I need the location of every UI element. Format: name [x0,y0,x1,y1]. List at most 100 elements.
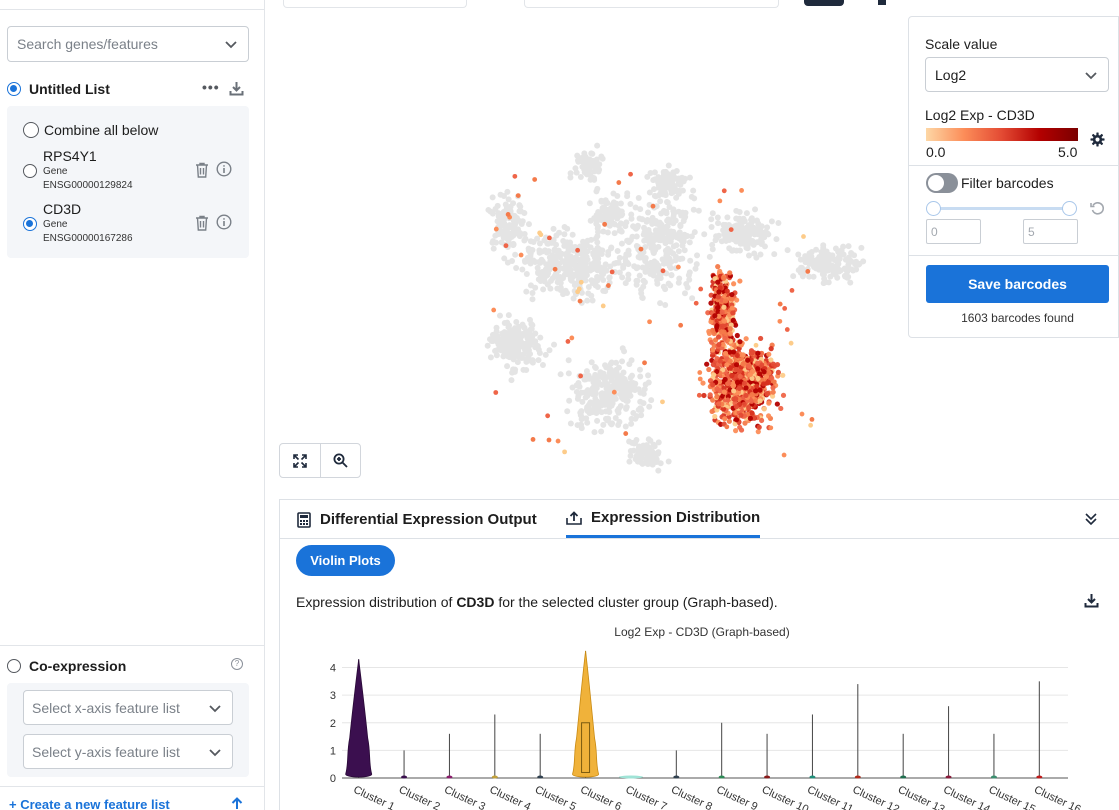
cell-point [505,212,511,217]
tab-differential-expression[interactable]: Differential Expression Output [297,500,537,539]
cell-point [584,297,591,304]
cell-point [585,402,592,409]
fit-to-screen-button[interactable] [280,444,320,477]
cell-point [521,230,528,237]
feature-item[interactable]: CD3D Gene ENSG00000167286 [23,201,243,249]
cell-point [606,366,613,373]
cell-point [534,235,541,242]
cell-point [560,237,567,244]
cell-point [695,207,702,214]
more-options-icon[interactable]: ••• [202,79,220,95]
y-tick-label: 4 [330,663,336,675]
violin-body [854,775,861,779]
x-tick-label: Cluster 15 [987,784,1038,810]
help-icon[interactable]: ? [231,658,243,670]
cell-point [636,366,643,373]
cell-point [552,266,558,272]
cell-point [562,287,569,294]
cell-point [604,229,611,236]
combine-radio[interactable] [23,122,39,138]
cell-point [510,242,517,249]
trash-icon[interactable] [195,162,209,178]
feature-item[interactable]: RPS4Y1 Gene ENSG00000129824 [23,148,243,196]
combine-all-option[interactable]: Combine all below [23,122,158,138]
cell-point [771,379,777,385]
coexpression-radio[interactable] [7,659,21,673]
cell-point [805,255,812,262]
reset-icon[interactable] [1090,201,1105,216]
cell-point [836,252,843,259]
range-max-handle[interactable] [1062,201,1077,216]
cell-point [599,390,606,397]
search-input[interactable]: Search genes/features [7,26,249,62]
cell-point [657,460,664,467]
save-barcodes-button[interactable]: Save barcodes [926,265,1109,303]
cell-point [757,251,764,258]
cell-point [853,266,860,273]
info-icon[interactable] [216,161,232,177]
cell-point [737,240,744,247]
feature-radio[interactable] [23,217,37,231]
violin-body [537,775,544,779]
toolbar-segment[interactable] [524,0,779,8]
toolbar-dark-button[interactable] [804,0,844,6]
cell-point [741,218,748,225]
tsne-scatter-plot[interactable] [278,14,908,484]
feature-radio[interactable] [23,164,37,178]
cell-point [545,413,551,419]
toolbar-icon[interactable] [878,0,886,5]
range-min-input[interactable]: 0 [926,219,981,244]
range-max-input[interactable]: 5 [1023,219,1078,244]
zoom-in-button[interactable] [319,444,360,477]
zoom-controls [279,443,361,478]
collapse-icon[interactable] [1084,512,1098,526]
cell-point [758,335,764,342]
cell-point [748,398,755,404]
cell-point [536,240,543,247]
cell-point [591,429,598,436]
cell-point [721,275,727,281]
x-tick-label: Cluster 4 [488,784,533,810]
cell-point [489,194,496,201]
feature-list-radio[interactable] [7,82,21,96]
cell-point [615,259,622,266]
coexpression-header[interactable]: Co-expression ? [7,657,252,675]
feature-list-box: Combine all below RPS4Y1 Gene ENSG000001… [7,106,249,258]
cell-point [534,264,541,271]
download-icon[interactable] [1084,593,1099,608]
cell-point [714,386,720,392]
range-slider-track[interactable] [933,207,1069,210]
violin-plots-button[interactable]: Violin Plots [296,545,395,576]
cell-point [708,216,715,223]
gear-icon[interactable] [1090,132,1105,147]
filter-barcodes-toggle[interactable] [926,173,958,193]
cell-point [709,210,716,217]
scale-value-select[interactable]: Log2 [925,57,1109,92]
feature-list-header[interactable]: Untitled List ••• [7,80,252,98]
cell-point [810,273,817,280]
range-min-handle[interactable] [926,201,941,216]
cell-point [527,350,534,357]
x-axis-placeholder: Select x-axis feature list [32,699,180,716]
create-feature-list-button[interactable]: + Create a new feature list [9,797,170,810]
cell-point [730,310,736,316]
upload-icon[interactable] [230,797,244,810]
export-icon [566,510,582,525]
y-axis-select[interactable]: Select y-axis feature list [23,734,233,769]
cell-point [652,454,659,461]
cell-point [651,235,658,242]
cell-point [714,368,720,375]
cell-point [736,368,743,374]
x-tick-label: Cluster 7 [624,784,669,810]
cell-point [586,200,593,207]
x-axis-select[interactable]: Select x-axis feature list [23,690,233,725]
info-icon[interactable] [216,214,232,230]
cell-point [743,336,749,342]
download-icon[interactable] [229,81,244,96]
toolbar-segment[interactable] [283,0,467,8]
tab-expression-distribution[interactable]: Expression Distribution [566,500,761,538]
cell-point [701,231,708,238]
trash-icon[interactable] [195,215,209,231]
cell-point [851,252,858,259]
